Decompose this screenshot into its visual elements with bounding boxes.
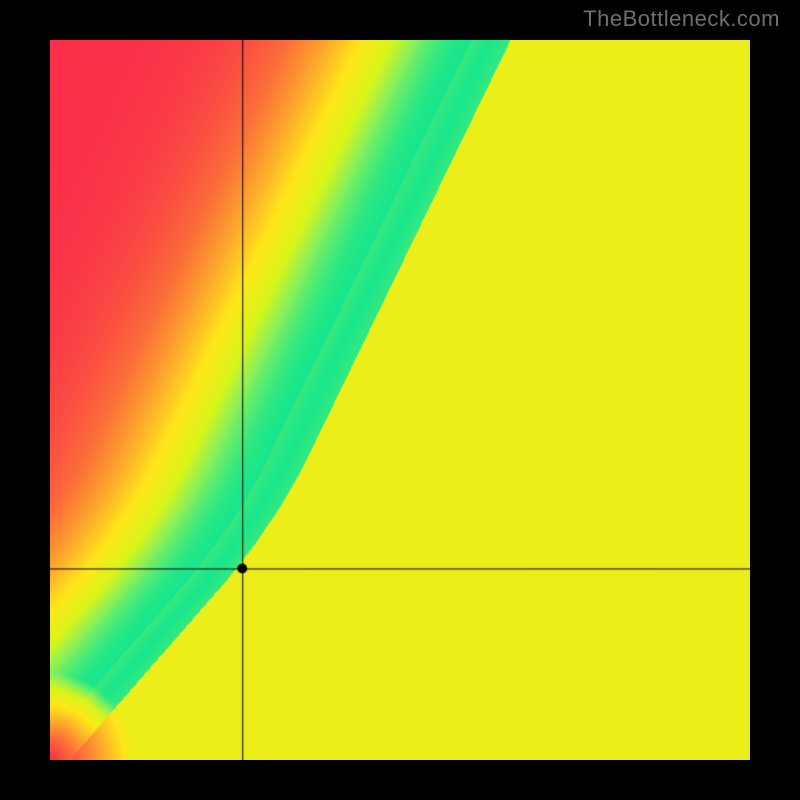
heatmap-plot — [50, 40, 750, 760]
heatmap-canvas — [50, 40, 750, 760]
watermark-text: TheBottleneck.com — [583, 6, 780, 32]
